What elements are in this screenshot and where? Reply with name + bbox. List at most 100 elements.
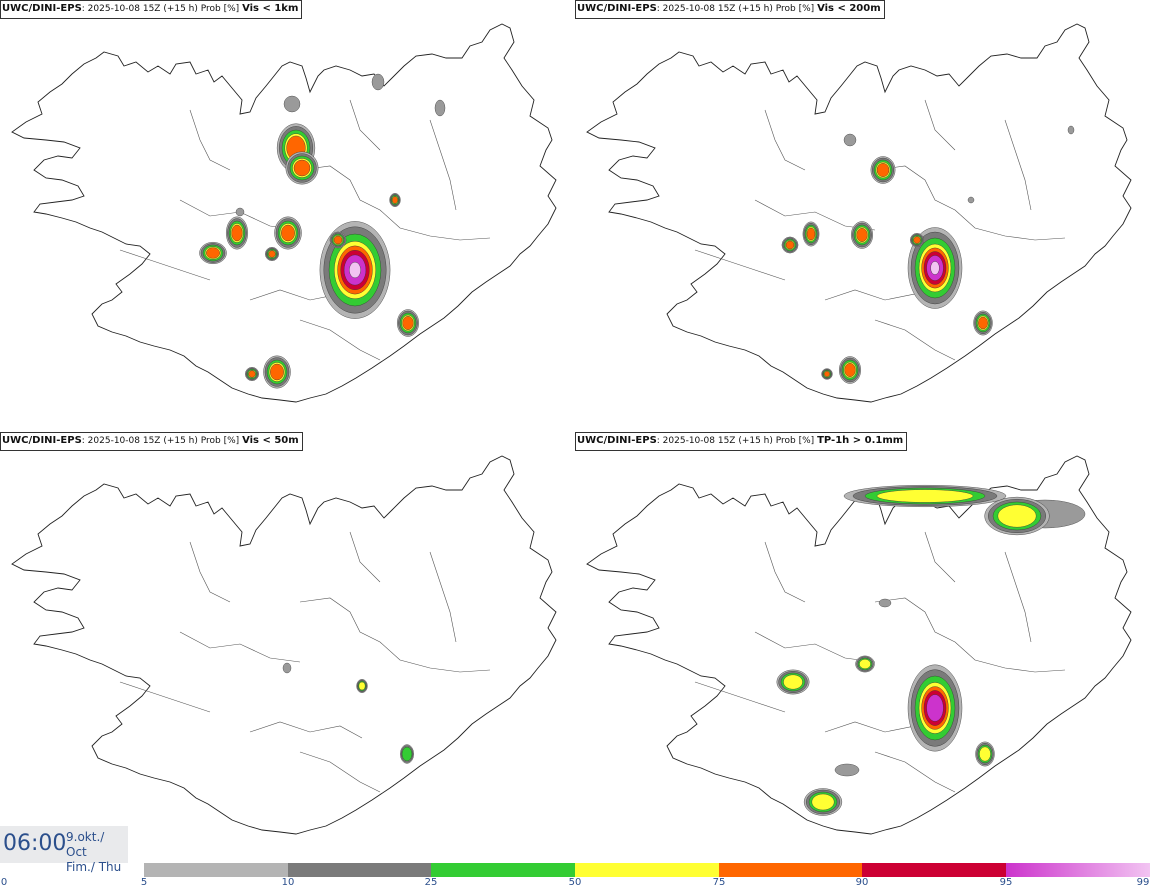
probability-contour: [930, 261, 940, 275]
probability-contour: [231, 224, 243, 242]
region-boundary: [119, 249, 211, 281]
probability-area: [878, 598, 892, 608]
probability-contour: [333, 235, 343, 245]
region-boundary: [694, 249, 786, 281]
probability-area: [371, 73, 385, 91]
region-boundary: [349, 531, 381, 583]
probability-contour: [783, 674, 803, 690]
colorbar-segment-75-90: [719, 863, 862, 877]
region-boundary: [429, 551, 457, 643]
panel-title: UWC/DINI-EPS: 2025-10-08 15Z (+15 h) Pro…: [575, 0, 885, 19]
probability-contour: [268, 250, 276, 258]
probability-contour: [402, 316, 414, 330]
region-boundary: [349, 99, 381, 151]
valid-date: 9.okt./ Oct Fim./ Thu: [66, 830, 122, 874]
tick-label: 99: [1136, 877, 1150, 888]
probability-colorbar: [144, 863, 1150, 877]
valid-time: 06:00: [3, 831, 67, 856]
probability-contour: [859, 658, 871, 669]
probability-contour: [806, 227, 816, 241]
tick-label: 90: [855, 877, 869, 888]
probability-area: [434, 99, 446, 117]
map-panel-vis-200m: UWC/DINI-EPS: 2025-10-08 15Z (+15 h) Pro…: [575, 0, 1150, 430]
probability-contour: [856, 228, 868, 242]
panel-title: UWC/DINI-EPS: 2025-10-08 15Z (+15 h) Pro…: [0, 432, 303, 451]
probability-contour: [401, 746, 413, 762]
colorbar-segment-10-25: [288, 863, 431, 877]
tick-label: 95: [999, 877, 1013, 888]
region-boundary: [694, 681, 786, 713]
map-panel-precip: UWC/DINI-EPS: 2025-10-08 15Z (+15 h) Pro…: [575, 432, 1150, 862]
coastline: [11, 23, 557, 403]
probability-area: [283, 95, 301, 113]
region-boundary: [119, 681, 211, 713]
region-boundary: [299, 319, 381, 361]
probability-contour: [281, 224, 295, 242]
probability-contour: [876, 489, 974, 503]
probability-contour: [270, 363, 284, 381]
panel-title: UWC/DINI-EPS: 2025-10-08 15Z (+15 h) Pro…: [575, 432, 908, 451]
region-boundary: [189, 109, 231, 171]
region-boundary: [429, 119, 457, 211]
region-boundary: [754, 631, 876, 663]
tick-label: 10: [281, 877, 295, 888]
region-boundary: [299, 597, 491, 673]
probability-contour: [876, 163, 890, 177]
region-boundary: [874, 597, 1066, 673]
iceland-map: [586, 455, 1132, 835]
region-boundary: [299, 165, 491, 241]
colorbar-segment-50-75: [575, 863, 719, 877]
region-boundary: [1004, 119, 1032, 211]
region-boundary: [249, 721, 363, 739]
probability-contour: [997, 504, 1037, 528]
coastline: [586, 23, 1132, 403]
iceland-map: [11, 23, 557, 403]
probability-contour: [349, 261, 361, 279]
probability-contour: [206, 247, 220, 259]
probability-contour: [926, 694, 944, 722]
region-boundary: [924, 531, 956, 583]
region-boundary: [764, 109, 806, 171]
probability-contour: [978, 316, 988, 330]
probability-area: [282, 662, 292, 674]
iceland-map: [11, 455, 557, 835]
probability-area: [967, 196, 975, 204]
probability-contour: [811, 793, 835, 811]
valid-time-box: 06:00 9.okt./ Oct Fim./ Thu: [0, 826, 128, 874]
colorbar-ticks: 0 5 10 25 50 75 90 95 99: [0, 877, 1150, 891]
colorbar-segment-90-95: [862, 863, 1006, 877]
probability-contour: [824, 371, 830, 377]
tick-label: 25: [424, 877, 438, 888]
probability-contour: [392, 196, 398, 204]
probability-contour: [979, 746, 991, 762]
region-boundary: [874, 319, 956, 361]
region-boundary: [299, 751, 381, 793]
probability-contour: [913, 236, 921, 244]
colorbar-segment-25-50: [431, 863, 575, 877]
probability-contour: [248, 370, 256, 378]
probability-area: [834, 763, 860, 777]
panel-title: UWC/DINI-EPS: 2025-10-08 15Z (+15 h) Pro…: [0, 0, 303, 19]
colorbar-segment-95-99: [1006, 863, 1150, 877]
region-boundary: [874, 751, 956, 793]
tick-label: 5: [140, 877, 148, 888]
probability-contour: [358, 681, 366, 691]
tick-label: 0: [0, 877, 8, 888]
tick-label: 75: [712, 877, 726, 888]
region-boundary: [179, 631, 301, 663]
region-boundary: [874, 165, 1066, 241]
region-boundary: [924, 99, 956, 151]
map-panel-vis-50m: UWC/DINI-EPS: 2025-10-08 15Z (+15 h) Pro…: [0, 432, 575, 862]
probability-contour: [785, 240, 795, 250]
iceland-map: [586, 23, 1132, 403]
probability-area: [235, 207, 245, 217]
probability-contour: [293, 159, 311, 177]
colorbar-segment-5-10: [144, 863, 288, 877]
map-panel-vis-1km: UWC/DINI-EPS: 2025-10-08 15Z (+15 h) Pro…: [0, 0, 575, 430]
probability-area: [1067, 125, 1075, 135]
tick-label: 50: [568, 877, 582, 888]
probability-area: [843, 133, 857, 147]
region-boundary: [189, 541, 231, 603]
coastline: [11, 455, 557, 835]
region-boundary: [764, 541, 806, 603]
